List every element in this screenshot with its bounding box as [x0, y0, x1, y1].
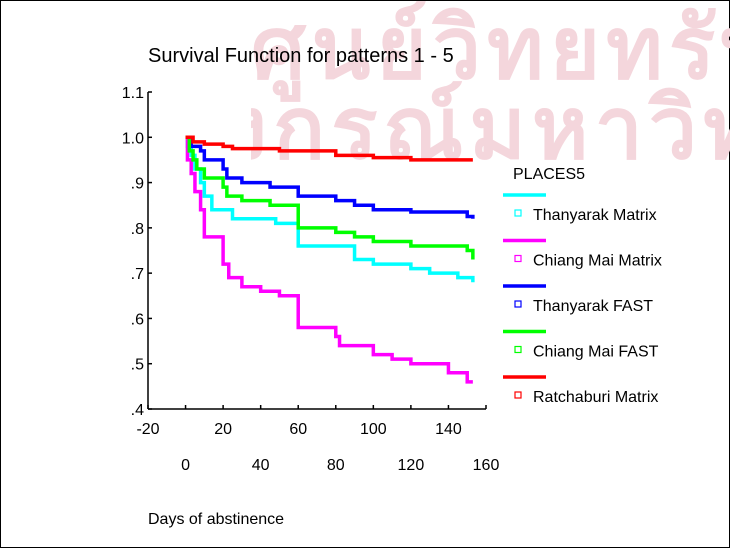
- legend-title: PLACES5: [513, 166, 585, 183]
- legend-marker: [514, 391, 522, 399]
- x-tick-label: 140: [435, 421, 462, 438]
- y-tick-label: 1.1: [122, 85, 144, 102]
- series-line: [185, 135, 473, 384]
- x-tick-label: 160: [473, 457, 500, 474]
- legend-label: Thanyarak Matrix: [533, 207, 657, 224]
- chart-svg: 1.1 1.0 .9 .8 .7 .6 .5 .4 -20 20 60 100 140 0 40 80 120 1…: [122, 85, 662, 474]
- x-tick-label: -20: [136, 421, 159, 438]
- series-line: [185, 135, 473, 162]
- x-tick-label: 120: [398, 457, 425, 474]
- x-tick-label: 80: [327, 457, 345, 474]
- legend-label: Chiang Mai FAST: [533, 344, 659, 361]
- legend-marker: [514, 300, 522, 308]
- legend-label: Thanyarak FAST: [533, 298, 653, 315]
- chart-title: Survival Function for patterns 1 - 5: [148, 45, 454, 67]
- legend-marker: [514, 254, 522, 263]
- legend-label: Ratchaburi Matrix: [533, 389, 658, 406]
- series-line: [185, 135, 475, 219]
- watermark: ศูนย์วิทยทรัพยากร จุฬาลงกรณ์มหาวิทยาลัย: [251, 1, 730, 201]
- y-tick-label: 1.0: [122, 130, 144, 147]
- x-tick-label: 40: [252, 457, 270, 474]
- x-tick-label: 100: [360, 421, 387, 438]
- x-axis-label: Days of abstinence: [148, 511, 285, 528]
- legend-marker: [514, 345, 522, 354]
- y-tick-label: .5: [131, 357, 144, 374]
- series-line: [185, 135, 475, 283]
- watermark-line1: ศูนย์วิทยทรัพยากร: [251, 1, 730, 97]
- y-tick-label: .9: [131, 176, 144, 193]
- legend-label: Chiang Mai Matrix: [533, 253, 662, 270]
- series-line: [185, 135, 475, 260]
- x-tick-label: 60: [289, 421, 307, 438]
- watermark-line2: จุฬาลงกรณ์มหาวิทยาลัย: [251, 81, 730, 177]
- x-tick-label: 20: [214, 421, 232, 438]
- y-tick-label: .4: [131, 402, 144, 419]
- x-tick-label: 0: [181, 457, 190, 474]
- y-tick-label: .7: [131, 266, 144, 283]
- y-tick-label: .6: [131, 311, 144, 328]
- legend-marker: [514, 209, 522, 217]
- y-tick-label: .8: [131, 221, 144, 238]
